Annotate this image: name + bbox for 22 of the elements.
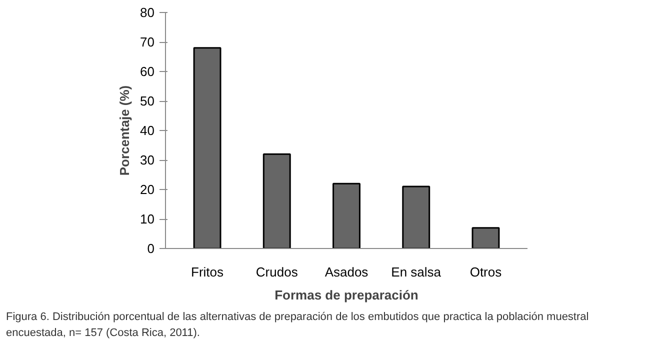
y-tick-label: 60 xyxy=(140,64,155,79)
y-tick-label: 40 xyxy=(140,123,155,138)
x-tick-label: Asados xyxy=(324,264,369,280)
text: Figura 6. Distribución porcentual de las alternativas de preparación de los embutidos que practica la población muestral encuestada, n= 157 (Costa Rica, 2011). xyxy=(6,310,590,341)
x-tick-label: Otros xyxy=(470,264,502,280)
y-tick-label: 30 xyxy=(140,152,155,168)
y-axis-title: Porcentaje (%) xyxy=(117,85,132,176)
y-tick-label: 20 xyxy=(140,182,155,197)
bar xyxy=(332,182,360,248)
y-tick-label: 70 xyxy=(140,34,155,50)
y-tick-label: 50 xyxy=(140,94,155,108)
y-tick-label: 80 xyxy=(140,5,155,20)
y-tick-label: 0 xyxy=(147,241,155,256)
x-tick-label: Fritos xyxy=(191,264,224,280)
x-tick-label: Crudos xyxy=(256,264,298,280)
bar xyxy=(262,153,291,248)
bar xyxy=(402,186,430,248)
bar xyxy=(193,47,222,248)
y-tick-label: 10 xyxy=(140,212,155,226)
x-tick-label: En salsa xyxy=(391,264,442,280)
x-axis-title: Formas de preparación xyxy=(274,288,418,302)
bar xyxy=(472,227,500,248)
